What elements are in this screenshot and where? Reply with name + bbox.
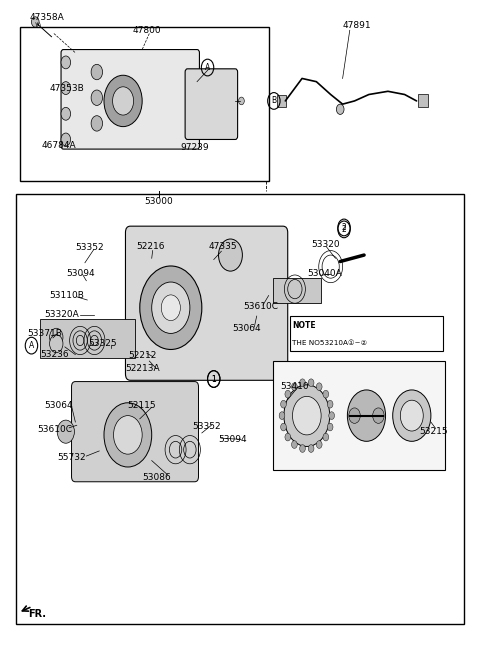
Circle shape [91, 64, 103, 80]
Circle shape [57, 420, 74, 443]
Circle shape [316, 441, 322, 448]
Circle shape [61, 133, 71, 146]
FancyBboxPatch shape [61, 50, 199, 149]
Circle shape [291, 383, 297, 391]
Circle shape [285, 390, 291, 398]
Bar [290, 316, 443, 352]
Circle shape [316, 383, 322, 391]
Circle shape [285, 433, 291, 441]
Text: 47800: 47800 [132, 26, 161, 35]
Text: A: A [29, 341, 34, 350]
Circle shape [239, 97, 244, 104]
Text: 47335: 47335 [209, 243, 238, 251]
Text: 53352: 53352 [75, 243, 104, 252]
Circle shape [279, 412, 285, 419]
Text: 53094: 53094 [67, 268, 96, 277]
FancyBboxPatch shape [277, 95, 286, 106]
Circle shape [323, 433, 329, 441]
Text: 53064: 53064 [44, 401, 73, 410]
Text: A: A [205, 63, 210, 72]
FancyBboxPatch shape [72, 382, 199, 482]
Text: 53320: 53320 [312, 240, 340, 249]
Circle shape [281, 401, 287, 408]
Circle shape [308, 379, 314, 386]
Circle shape [161, 295, 180, 321]
Circle shape [61, 56, 71, 69]
Text: 53371B: 53371B [28, 329, 62, 338]
Text: 47353B: 47353B [49, 84, 84, 93]
Circle shape [329, 412, 335, 419]
Circle shape [114, 415, 142, 454]
Circle shape [32, 17, 39, 27]
Bar [16, 194, 464, 624]
Text: 47358A: 47358A [30, 13, 65, 22]
Text: 53040A: 53040A [307, 269, 342, 278]
Circle shape [292, 397, 321, 435]
Text: NOTE: NOTE [292, 321, 316, 330]
Text: 53610C: 53610C [37, 424, 72, 433]
Bar [274, 361, 445, 470]
Circle shape [291, 441, 297, 448]
Text: THE NO53210A①~②: THE NO53210A①~② [292, 341, 368, 346]
Text: 55732: 55732 [58, 453, 86, 462]
Text: 53236: 53236 [40, 350, 69, 359]
Text: 53352: 53352 [192, 422, 221, 431]
Circle shape [113, 87, 133, 115]
Text: 52216: 52216 [136, 243, 165, 251]
Circle shape [327, 401, 333, 408]
Text: 53086: 53086 [143, 473, 171, 482]
Text: B: B [271, 97, 276, 105]
Circle shape [300, 444, 305, 452]
Circle shape [349, 408, 360, 423]
FancyBboxPatch shape [418, 94, 428, 106]
Circle shape [91, 115, 103, 131]
FancyBboxPatch shape [39, 319, 135, 358]
Text: 1: 1 [211, 375, 216, 384]
Circle shape [281, 423, 287, 431]
FancyBboxPatch shape [185, 69, 238, 139]
Text: 53320A: 53320A [44, 310, 79, 319]
Circle shape [348, 390, 385, 441]
Circle shape [400, 400, 423, 431]
Text: 53110B: 53110B [49, 291, 84, 300]
Text: 2: 2 [342, 223, 347, 232]
Circle shape [323, 390, 329, 398]
Circle shape [91, 90, 103, 105]
Circle shape [49, 335, 63, 353]
Text: 53410: 53410 [281, 382, 309, 392]
Circle shape [140, 266, 202, 350]
Text: 52213A: 52213A [125, 364, 160, 373]
Circle shape [308, 444, 314, 452]
Text: FR.: FR. [28, 610, 46, 619]
Circle shape [327, 423, 333, 431]
Circle shape [152, 282, 190, 333]
Text: 47891: 47891 [343, 21, 371, 30]
Circle shape [284, 385, 330, 446]
Text: 53064: 53064 [232, 324, 261, 333]
FancyBboxPatch shape [125, 226, 288, 381]
Bar [21, 27, 269, 181]
Circle shape [372, 408, 384, 423]
Text: 52115: 52115 [127, 401, 156, 410]
Text: 52212: 52212 [128, 351, 156, 360]
Text: 53000: 53000 [144, 197, 173, 206]
Text: 97239: 97239 [180, 143, 209, 152]
Text: 53215: 53215 [419, 427, 447, 436]
Circle shape [218, 239, 242, 271]
Circle shape [336, 104, 344, 114]
Circle shape [61, 107, 71, 120]
Circle shape [49, 328, 63, 346]
Circle shape [104, 75, 142, 126]
Circle shape [104, 402, 152, 467]
Text: 53610C: 53610C [243, 302, 278, 311]
Text: 2: 2 [342, 225, 347, 234]
Text: 53325: 53325 [89, 339, 117, 348]
Text: 46784A: 46784A [42, 141, 77, 150]
Circle shape [393, 390, 431, 441]
Circle shape [61, 82, 71, 95]
Circle shape [300, 379, 305, 386]
FancyBboxPatch shape [274, 277, 321, 303]
Text: 1: 1 [211, 375, 216, 384]
Text: 53094: 53094 [218, 435, 247, 444]
